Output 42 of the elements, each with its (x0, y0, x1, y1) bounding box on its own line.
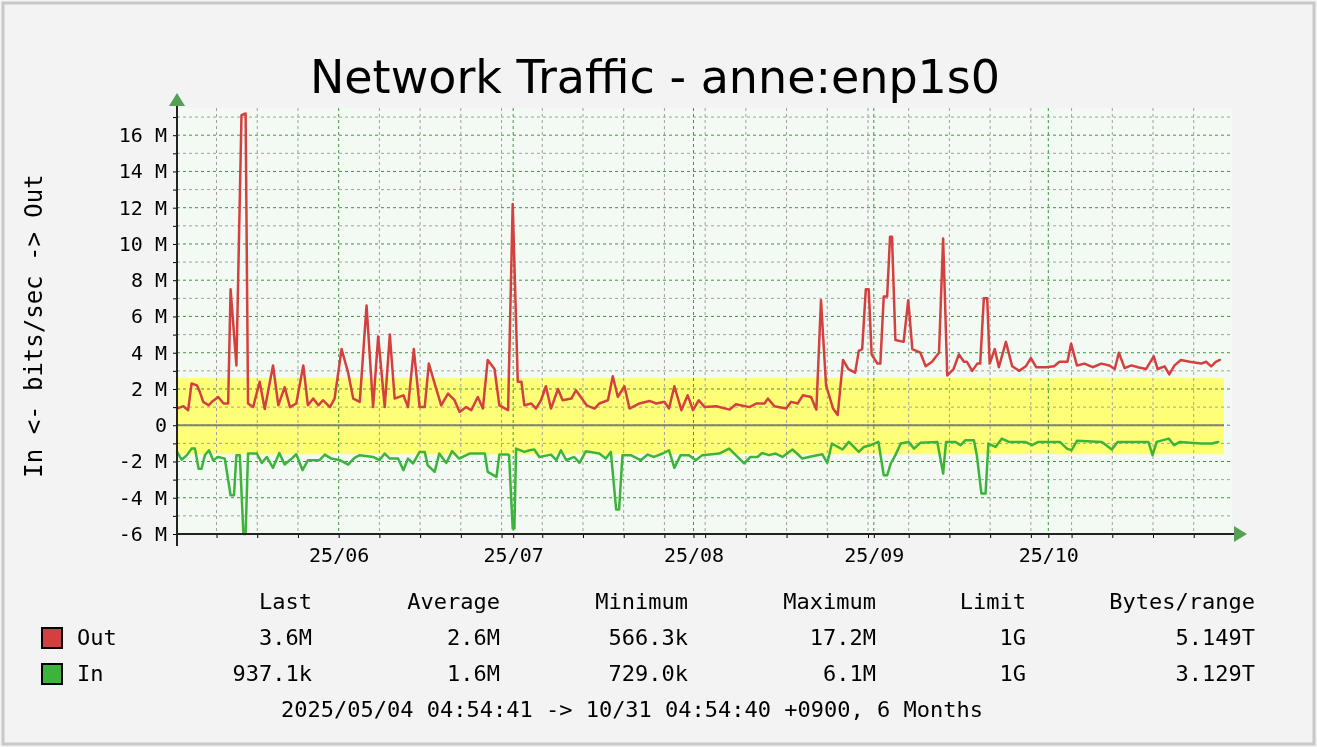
y-tick-label: -6 M (118, 521, 167, 546)
text: 2025/05/04 04:54:41 -> 10/31 04:54:40 +0900, 6 Months (281, 697, 983, 722)
x-tick-label: 25/08 (663, 543, 725, 568)
x-tick-label: 25/06 (309, 543, 370, 568)
y-tick-label: 2 M (130, 376, 167, 401)
legend-label: Out (77, 625, 117, 650)
line-series (175, 437, 1220, 536)
text: 3.6M (259, 625, 312, 650)
text: Minimum (595, 589, 688, 614)
text: 1G (999, 661, 1026, 686)
x-tick-label: 25/07 (483, 543, 544, 568)
text: Maximum (783, 589, 876, 614)
text: 1G (999, 625, 1026, 650)
x-tick-label: 25/09 (844, 543, 905, 568)
y-tick-label: 10 M (118, 231, 167, 256)
y-tick-label: 6 M (130, 304, 167, 329)
text: Last (259, 589, 312, 614)
text: 566.3k (608, 625, 688, 650)
legend-label: In (77, 661, 104, 686)
y-tick-label: -4 M (118, 485, 167, 510)
y-axis-title: In <- bits/sec -> Out (20, 174, 48, 478)
text: 729.0k (608, 661, 688, 686)
chart-title: Network Traffic - anne:enp1s0 (309, 50, 1001, 104)
text: 2.6M (447, 625, 500, 650)
text: 3.129T (1175, 661, 1255, 686)
y-tick-label: 16 M (118, 123, 167, 148)
text: 937.1k (232, 661, 312, 686)
text: Limit (959, 589, 1026, 614)
text: Average (407, 589, 500, 614)
x-tick-label: 25/10 (1018, 543, 1079, 568)
text: 6.1M (823, 661, 876, 686)
y-tick-label: 14 M (118, 159, 167, 184)
y-tick-label: 4 M (130, 340, 167, 365)
y-tick-label: 0 (154, 413, 167, 438)
text: 1.6M (447, 661, 500, 686)
y-tick-label: 12 M (118, 195, 167, 220)
line-series (175, 112, 1222, 417)
text: Bytes/range (1109, 589, 1255, 614)
y-tick-label: -2 M (118, 449, 167, 474)
text: 17.2M (809, 625, 876, 650)
y-tick-label: 8 M (130, 268, 167, 293)
text: 5.149T (1175, 625, 1255, 650)
